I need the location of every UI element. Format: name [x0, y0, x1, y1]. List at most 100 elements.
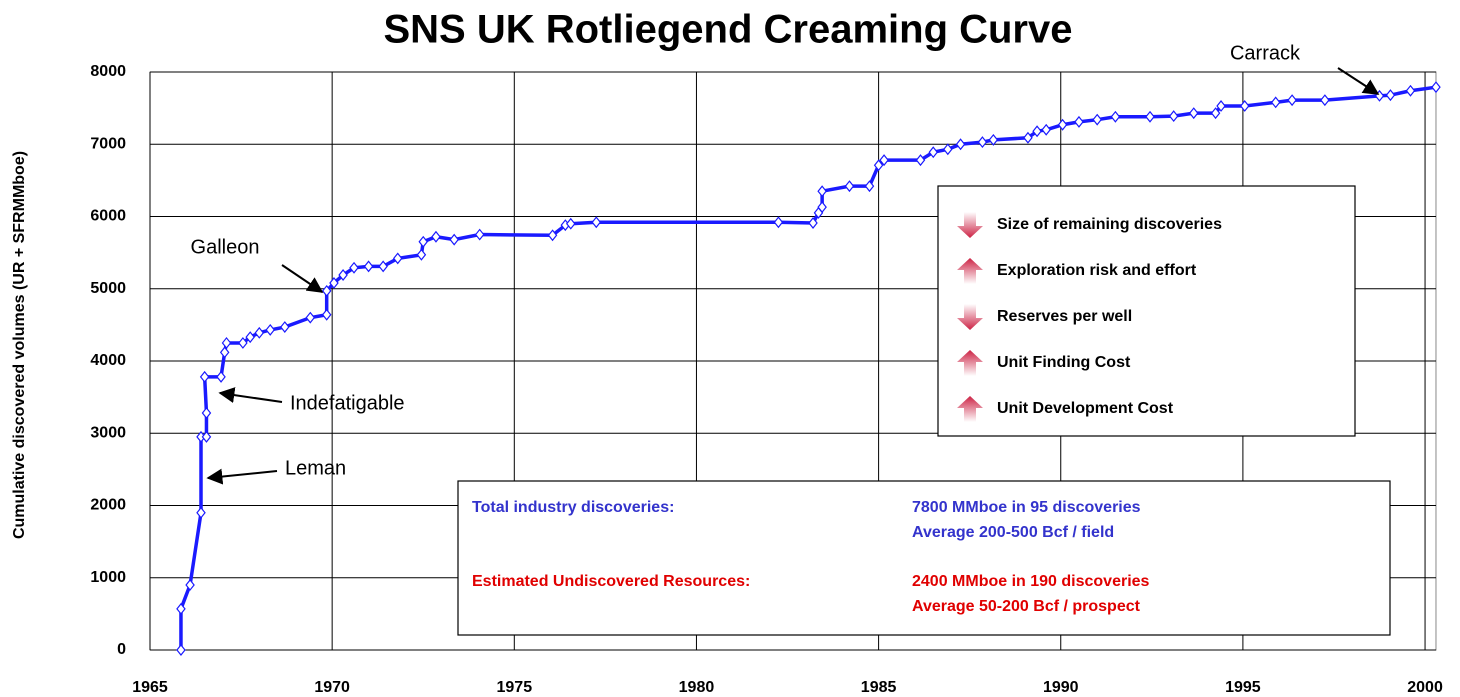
trend-label: Size of remaining discoveries: [997, 216, 1222, 233]
data-point: [565, 217, 576, 230]
x-tick-label: 1980: [679, 679, 715, 696]
data-point: [431, 230, 441, 243]
y-tick-label: 7000: [90, 135, 126, 152]
data-point: [1057, 118, 1068, 131]
data-point: [1287, 94, 1297, 107]
y-tick-label: 6000: [90, 208, 126, 225]
summary-line: Average 200-500 Bcf / field: [912, 524, 1114, 541]
data-point: [418, 235, 428, 248]
x-tick-label: 1990: [1043, 679, 1079, 696]
trend-label: Unit Development Cost: [997, 400, 1174, 417]
data-point: [1032, 125, 1042, 138]
annotation: Carrack: [1230, 42, 1301, 64]
x-tick-label: 1970: [314, 679, 350, 696]
data-point: [321, 284, 332, 297]
data-point: [1239, 99, 1250, 112]
trend-arrow: [957, 396, 983, 422]
data-point: [219, 346, 230, 359]
summary-box: [457, 480, 1391, 636]
summary-line: 2400 MMboe in 190 discoveries: [912, 573, 1150, 590]
data-point: [416, 248, 427, 261]
annotation: Leman: [285, 457, 346, 479]
data-point: [817, 185, 827, 198]
trend-arrow: [957, 350, 983, 376]
y-tick-label: 0: [117, 641, 126, 658]
data-point: [873, 159, 884, 172]
data-point: [474, 228, 485, 241]
data-point: [1074, 115, 1084, 128]
data-point: [449, 233, 459, 246]
y-tick-label: 3000: [90, 424, 126, 441]
annotation: Indefatigable: [290, 392, 405, 414]
data-point: [201, 407, 212, 419]
y-tick-label: 1000: [90, 569, 126, 586]
data-point: [338, 269, 348, 281]
data-point: [378, 260, 388, 273]
y-tick-label: 8000: [90, 63, 126, 80]
data-point: [329, 277, 339, 289]
data-point: [199, 370, 210, 383]
x-tick-label: 2000: [1407, 679, 1443, 696]
data-point: [1270, 96, 1281, 109]
data-point: [817, 201, 827, 214]
x-tick-label: 1985: [861, 679, 897, 696]
data-point: [1110, 110, 1121, 123]
data-point: [265, 323, 275, 336]
data-point: [1431, 81, 1441, 94]
data-point: [245, 331, 255, 344]
trend-arrow: [957, 258, 983, 284]
data-point: [321, 308, 332, 321]
data-point: [1216, 99, 1226, 112]
data-point: [1188, 107, 1199, 120]
trend-arrow: [957, 212, 983, 238]
data-point: [864, 180, 875, 193]
annotation-arrow: [281, 264, 324, 293]
data-point: [201, 430, 212, 443]
y-tick-label: 2000: [90, 497, 126, 514]
data-point: [280, 321, 290, 334]
annotation: Galleon: [191, 236, 260, 258]
data-point: [844, 180, 855, 193]
data-point: [591, 216, 602, 229]
data-point: [221, 336, 232, 349]
data-point: [1023, 131, 1033, 144]
data-point: [196, 506, 206, 519]
data-point: [305, 311, 316, 324]
data-point: [185, 579, 195, 591]
data-point: [1145, 110, 1155, 123]
data-point: [1168, 110, 1179, 123]
summary-line: 7800 MMboe in 95 discoveries: [912, 499, 1141, 516]
summary-label: Total industry discoveries:: [472, 499, 674, 516]
trend-label: Unit Finding Cost: [997, 354, 1131, 371]
x-tick-label: 1995: [1225, 679, 1261, 696]
trend-arrow: [957, 304, 983, 330]
summary-label: Estimated Undiscovered Resources:: [472, 573, 750, 590]
y-tick-label: 4000: [90, 352, 126, 369]
data-point: [808, 217, 818, 229]
x-tick-label: 1965: [132, 679, 168, 696]
data-point: [176, 602, 186, 615]
data-point: [254, 326, 265, 339]
data-point: [943, 143, 953, 156]
data-point: [1320, 94, 1330, 107]
annotation-arrow: [206, 468, 278, 485]
y-axis-title: Cumulative discovered volumes (UR + SFRM…: [11, 151, 28, 539]
data-point: [977, 136, 988, 149]
data-point: [1041, 123, 1051, 136]
data-point: [176, 644, 186, 656]
data-point: [547, 229, 558, 242]
data-point: [1210, 107, 1221, 120]
y-tick-label: 5000: [90, 280, 126, 297]
data-point: [392, 252, 403, 265]
data-point: [773, 216, 784, 229]
summary-line: Average 50-200 Bcf / prospect: [912, 598, 1141, 615]
chart-title: SNS UK Rotliegend Creaming Curve: [383, 8, 1072, 52]
data-point: [349, 261, 359, 274]
data-point: [988, 133, 999, 146]
trend-label: Exploration risk and effort: [997, 262, 1197, 279]
data-point: [238, 336, 248, 349]
trend-label: Reserves per well: [997, 308, 1132, 325]
data-point: [915, 154, 926, 167]
